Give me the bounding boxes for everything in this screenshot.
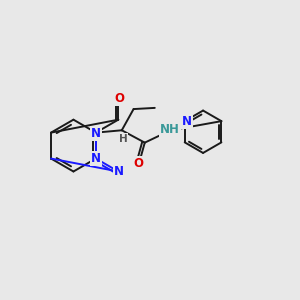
Text: N: N — [91, 127, 101, 140]
Text: N: N — [114, 165, 124, 178]
Text: H: H — [119, 134, 128, 143]
Text: N: N — [182, 115, 192, 128]
Text: O: O — [133, 157, 143, 170]
Text: O: O — [114, 92, 124, 105]
Text: N: N — [91, 152, 101, 165]
Text: NH: NH — [160, 123, 180, 136]
